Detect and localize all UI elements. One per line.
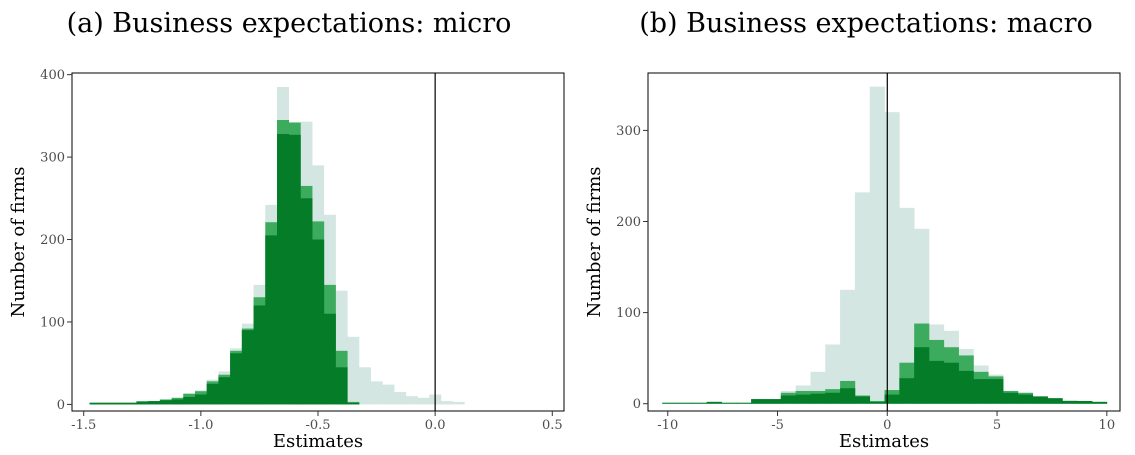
panel-b-bar-sig-19 xyxy=(943,362,959,404)
panel-b-xtick-label: 10 xyxy=(1099,418,1116,433)
panel-b-bar-sig-21 xyxy=(973,379,989,404)
panel-b-bar-sig-1 xyxy=(677,402,693,404)
panel-b-bar-sig-15 xyxy=(884,394,900,404)
panel-b-bar-sig-28 xyxy=(1077,400,1093,404)
panel-a-ytick-label: 100 xyxy=(40,315,65,330)
panel-a-ytick-label: 0 xyxy=(57,398,65,413)
panel-b-ytick-label: 200 xyxy=(616,215,641,230)
panel-a-bar-sig-16 xyxy=(277,134,290,405)
panel-a-ytick-label: 300 xyxy=(40,151,65,166)
panel-a-bar-all-28 xyxy=(417,397,430,405)
panel-a-bar-sig-17 xyxy=(288,134,301,405)
panel-a-bar-all-25 xyxy=(382,384,395,405)
panel-b-y-axis-label: Number of firms xyxy=(584,166,605,317)
panel-b-title: (b) Business expectations: macro xyxy=(639,8,1093,39)
panel-b-bar-sig-16 xyxy=(899,378,915,404)
panel-a-bar-sig-13 xyxy=(241,330,254,405)
panel-a-bar-all-31 xyxy=(452,401,465,405)
panel-a-bar-sig-4 xyxy=(136,401,149,405)
panel-a-bar-sig-7 xyxy=(171,399,184,405)
panel-b-bar-sig-29 xyxy=(1092,401,1108,404)
panel-a-bar-sig-6 xyxy=(159,400,172,405)
panel-a-bar-sig-20 xyxy=(323,313,336,405)
panel-b-ytick-label: 100 xyxy=(616,306,641,321)
panel-a-bar-sig-12 xyxy=(230,353,243,405)
panel-a-bar-sig-8 xyxy=(183,396,196,405)
panel-b-bar-sig-2 xyxy=(691,402,708,404)
panel-b-bar-all-13 xyxy=(854,192,871,404)
panel-b-bar-sig-27 xyxy=(1062,400,1078,404)
panel-b-xtick-label: 0 xyxy=(883,418,891,433)
panel-a-bar-all-22 xyxy=(347,336,360,405)
panel-a-xtick-label: -1.0 xyxy=(188,418,213,433)
panel-a-bar-sig-10 xyxy=(206,383,219,405)
panel-b-bar-sig-25 xyxy=(1032,396,1048,404)
panel-b-bar-sig-5 xyxy=(736,402,752,404)
panel-a-xtick-label: 0.0 xyxy=(425,418,446,433)
panel-b-bar-sig-9 xyxy=(795,394,811,404)
panel-a-bar-sig-18 xyxy=(300,198,313,405)
panel-a-y-axis-label: Number of firms xyxy=(8,166,29,317)
panel-b-bar-sig-4 xyxy=(721,402,737,404)
panel-b-bar-sig-26 xyxy=(1047,398,1063,404)
panel-b-xtick-label: -10 xyxy=(657,418,678,433)
panel-a-title: (a) Business expectations: micro xyxy=(67,8,512,39)
panel-b-ytick-label: 300 xyxy=(616,124,641,139)
panel-b-bar-all-15 xyxy=(884,112,900,404)
panel-b-bar-all-12 xyxy=(840,289,856,404)
panel-a-xtick-label: -0.5 xyxy=(305,418,330,433)
panel-a-xtick-label: 0.5 xyxy=(542,418,563,433)
panel-a-bar-all-27 xyxy=(405,396,418,405)
panel-b-bar-sig-3 xyxy=(706,401,722,404)
panel-a-bar-sig-22 xyxy=(347,402,360,405)
panel-a-xtick-label: -1.5 xyxy=(71,418,96,433)
panel-a-bar-sig-9 xyxy=(195,394,208,405)
panel-a-bar-sig-1 xyxy=(101,402,114,405)
panel-b-bar-sig-14 xyxy=(869,401,885,404)
panel-b-bar-sig-13 xyxy=(854,396,871,404)
panel-b-xtick-label: 5 xyxy=(993,418,1001,433)
panel-a-bar-all-30 xyxy=(441,401,454,405)
panel-b-ytick-label: 0 xyxy=(633,397,641,412)
panel-b-bar-sig-12 xyxy=(840,388,856,404)
panel-a-x-axis-label: Estimates xyxy=(273,431,363,452)
panel-b-frame xyxy=(647,72,1121,412)
panel-a-bar-all-24 xyxy=(370,381,383,405)
panel-b-bar-sig-17 xyxy=(914,347,930,404)
panel-a-bar-sig-5 xyxy=(148,401,161,405)
panel-b-bar-all-14 xyxy=(869,86,885,404)
panel-b-bar-sig-7 xyxy=(766,399,782,404)
panel-b-xtick-label: -5 xyxy=(771,418,784,433)
panel-b-bar-sig-24 xyxy=(1017,394,1034,404)
panel-b-bar-all-11 xyxy=(825,344,841,404)
panel-a-ytick-label: 200 xyxy=(40,233,65,248)
panel-b-bar-sig-6 xyxy=(751,399,767,404)
panel-a-bar-sig-0 xyxy=(89,402,102,405)
panel-b-bar-sig-20 xyxy=(958,370,974,404)
panel-a-bar-sig-21 xyxy=(335,367,348,405)
panel-a: -1.5 -1.0 -0.5 0.0 0.5 0 100 200 300 400 Estimates… xyxy=(8,68,565,452)
panel-b-x-axis-label: Estimates xyxy=(839,431,929,452)
panel-a-bar-all-26 xyxy=(394,392,407,405)
panel-b-bar-sig-18 xyxy=(929,360,945,404)
panel-b-bar-sig-22 xyxy=(988,379,1004,404)
panel-b-bar-sig-10 xyxy=(810,393,826,404)
panel-a-bar-sig-3 xyxy=(124,402,137,405)
panel-b-bar-sig-0 xyxy=(662,402,678,404)
panel-a-bar-sig-11 xyxy=(218,377,231,405)
panel-a-bar-all-23 xyxy=(359,367,372,405)
panel-a-bar-sig-15 xyxy=(265,235,278,405)
panel-a-ytick-label: 400 xyxy=(40,68,65,83)
panel-b-bar-sig-8 xyxy=(780,395,796,404)
panel-b-bar-sig-23 xyxy=(1003,392,1019,404)
panel-a-bar-sig-2 xyxy=(113,402,126,405)
panel-b-bar-all-16 xyxy=(899,207,915,404)
panel-a-bar-sig-19 xyxy=(312,239,325,405)
panel-b-bar-sig-11 xyxy=(825,392,841,404)
panel-a-bar-sig-14 xyxy=(253,305,266,405)
